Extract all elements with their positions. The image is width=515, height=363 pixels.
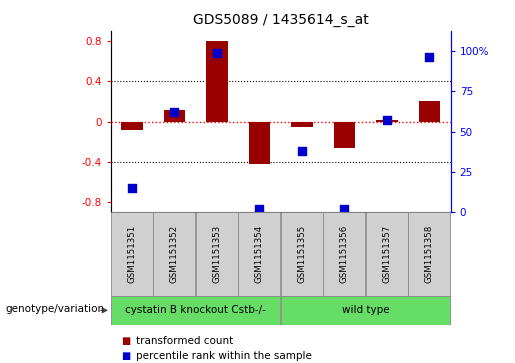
Text: transformed count: transformed count (136, 336, 234, 346)
Point (298, 148, 306, 154)
Bar (111, 212, 153, 296)
Text: cystatin B knockout Cstb-/-: cystatin B knockout Cstb-/- (125, 305, 266, 315)
Point (213, 50, 221, 56)
Bar (122, 122, 143, 130)
Text: wild type: wild type (342, 305, 389, 315)
Title: GDS5089 / 1435614_s_at: GDS5089 / 1435614_s_at (193, 13, 369, 27)
Text: GSM1151357: GSM1151357 (383, 225, 391, 283)
Bar (334, 122, 355, 148)
Bar (376, 119, 398, 122)
Bar (153, 212, 196, 296)
Bar (419, 101, 440, 122)
Point (128, 185, 136, 191)
Bar (408, 212, 451, 296)
Text: percentile rank within the sample: percentile rank within the sample (136, 351, 313, 361)
Bar (366, 212, 408, 296)
Point (425, 54, 434, 60)
Text: GSM1151352: GSM1151352 (170, 225, 179, 283)
Bar (238, 212, 281, 296)
Bar (323, 212, 366, 296)
Bar (196, 212, 238, 296)
Text: GSM1151356: GSM1151356 (340, 225, 349, 283)
Text: GSM1151355: GSM1151355 (298, 225, 306, 283)
Point (170, 109, 179, 115)
Bar (111, 296, 281, 325)
Point (383, 118, 391, 123)
Bar (207, 41, 228, 122)
Bar (281, 296, 451, 325)
Text: GSM1151353: GSM1151353 (213, 225, 221, 283)
Text: ■: ■ (121, 336, 130, 346)
Point (340, 206, 349, 212)
Bar (164, 110, 185, 122)
Text: ■: ■ (121, 351, 130, 361)
Text: GSM1151351: GSM1151351 (128, 225, 136, 283)
Bar (291, 122, 313, 127)
Bar (249, 122, 270, 164)
Point (255, 206, 264, 212)
Text: GSM1151358: GSM1151358 (425, 225, 434, 283)
Text: GSM1151354: GSM1151354 (255, 225, 264, 283)
Text: genotype/variation: genotype/variation (5, 303, 104, 314)
Bar (281, 212, 323, 296)
